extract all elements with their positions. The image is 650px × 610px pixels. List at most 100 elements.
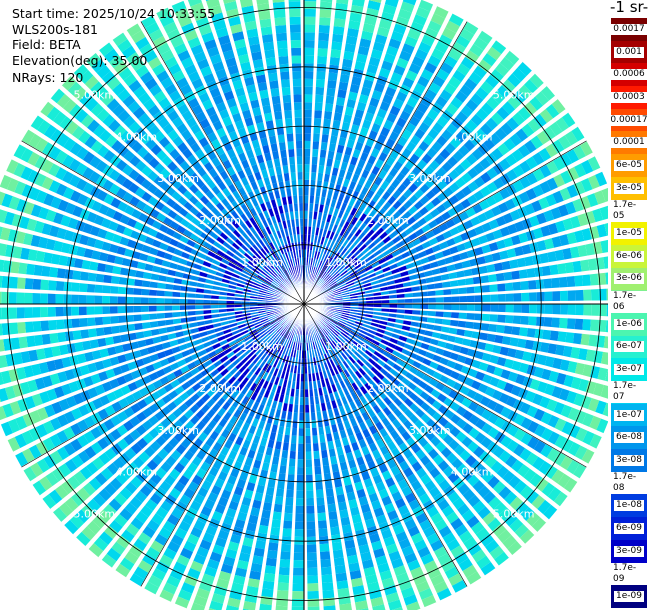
range-gate-cell [180, 438, 192, 449]
range-gate-cell [395, 240, 405, 249]
range-gate-cell [137, 339, 147, 349]
ray-spoke [50, 98, 305, 305]
range-gate-cell [330, 41, 343, 51]
range-gate-cell [228, 233, 238, 242]
range-gate-cell [443, 311, 452, 318]
range-gate-cell [91, 350, 102, 361]
range-gate-cell [331, 349, 338, 358]
range-gate-cell [26, 335, 36, 348]
range-gate-cell [368, 589, 383, 600]
range-gate-cell [603, 335, 608, 349]
range-gate-cell [223, 254, 232, 262]
range-gate-cell [93, 537, 109, 552]
range-gate-cell [23, 201, 35, 216]
range-gate-cell [326, 324, 333, 332]
range-gate-cell [374, 33, 388, 45]
range-gate-cell [234, 180, 243, 190]
range-gate-cell [436, 179, 448, 190]
range-gate-cell [262, 501, 273, 512]
range-gate-cell [281, 87, 291, 96]
range-gate-cell [255, 394, 263, 404]
range-gate-cell [173, 368, 183, 378]
range-gate-cell [299, 404, 304, 413]
range-gate-cell [281, 245, 287, 254]
range-gate-cell [230, 200, 240, 210]
range-gate-cell [419, 390, 430, 401]
range-gate-cell [104, 336, 115, 346]
range-gate-cell [334, 564, 347, 574]
range-gate-cell [62, 98, 77, 114]
range-gate-cell [313, 110, 322, 119]
range-gate-cell [346, 232, 354, 241]
range-gate-cell [440, 273, 450, 281]
range-gate-cell [265, 264, 273, 272]
range-gate-cell [575, 427, 588, 442]
range-gate-cell [118, 67, 133, 81]
range-gate-cell [205, 106, 217, 118]
range-gate-cell [262, 322, 271, 328]
range-gate-cell [394, 345, 404, 353]
range-gate-cell [220, 198, 230, 208]
range-gate-cell [257, 82, 268, 92]
range-gate-cell [289, 32, 301, 41]
range-gate-cell [133, 538, 148, 552]
range-gate-cell [172, 167, 183, 178]
range-gate-cell [159, 554, 174, 567]
range-gate-cell [439, 333, 449, 341]
range-gate-cell [242, 422, 251, 432]
range-gate-cell [298, 443, 304, 452]
range-gate-cell [498, 157, 511, 171]
range-gate-cell [364, 238, 373, 247]
range-gate-cell [164, 312, 173, 319]
range-gate-cell [30, 234, 41, 248]
range-gate-cell [96, 189, 108, 202]
range-gate-cell [304, 109, 312, 118]
range-gate-cell [371, 89, 383, 101]
range-gate-cell [284, 252, 290, 261]
range-gate-cell [386, 112, 397, 124]
range-gate-cell [34, 377, 46, 391]
range-gate-cell [328, 267, 335, 275]
range-gate-cell [385, 372, 395, 381]
range-gate-cell [321, 354, 327, 363]
range-gate-cell [347, 366, 355, 376]
range-gate-cell [342, 230, 350, 239]
range-gate-cell [94, 306, 103, 315]
range-gate-cell [149, 321, 159, 329]
range-gate-cell [329, 341, 336, 350]
range-gate-cell [331, 318, 339, 324]
range-gate-cell [227, 541, 240, 552]
range-gate-cell [426, 406, 437, 417]
range-gate-cell [398, 538, 412, 550]
range-gate-cell [517, 106, 532, 121]
range-gate-cell [179, 160, 190, 172]
range-gate-cell [207, 350, 217, 359]
range-gate-cell [340, 202, 348, 212]
ray-spoke [303, 73, 535, 305]
range-gate-cell [290, 172, 297, 181]
range-gate-cell [251, 268, 260, 275]
range-gate-cell [392, 523, 406, 535]
range-gate-cell [512, 89, 527, 104]
range-gate-cell [525, 187, 537, 201]
range-gate-cell [305, 404, 310, 413]
range-gate-cell [162, 582, 178, 595]
range-gate-cell [508, 475, 522, 489]
range-gate-cell [527, 118, 541, 133]
range-gate-cell [277, 134, 286, 143]
range-gate-cell [364, 518, 376, 529]
range-gate-cell [345, 204, 353, 214]
range-gate-cell [194, 148, 205, 160]
range-gate-cell [166, 326, 175, 334]
range-gate-cell [406, 171, 417, 182]
range-gate-cell [155, 70, 170, 83]
range-gate-cell [215, 271, 224, 278]
range-gate-cell [420, 304, 429, 310]
range-gate-cell [292, 575, 304, 584]
range-gate-cell [64, 519, 79, 535]
range-gate-cell [218, 570, 232, 582]
range-gate-cell [218, 418, 228, 428]
ray-spoke [85, 61, 305, 305]
range-gate-cell [371, 499, 382, 510]
range-gate-cell [304, 148, 311, 157]
